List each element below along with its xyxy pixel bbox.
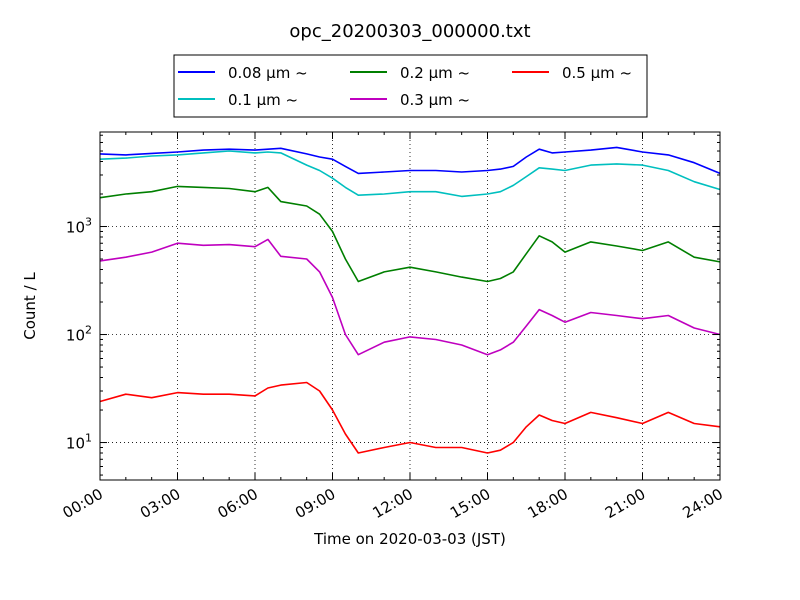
x-axis-label: Time on 2020-03-03 (JST) [313,530,506,548]
series-line-0 [99,146,721,175]
grid [100,132,720,480]
legend-frame [173,54,648,118]
legend-label: 0.1 μm ~ [228,91,298,109]
y-tick-label: 101 [66,432,92,453]
axis-ticks [99,132,721,480]
x-tick-labels: 00:00 03:00 06:00 09:00 12:00 15:00 18:00 21:00… [60,485,726,522]
legend-label: 0.5 μm ~ [562,64,632,82]
legend-label: 0.3 μm ~ [400,91,470,109]
x-tick-label: 18:00 [525,485,571,522]
y-tick-label: 102 [66,324,92,345]
series-lines [99,146,721,454]
x-tick-label: 12:00 [370,485,416,522]
x-tick-label: 03:00 [137,485,183,522]
x-tick-label: 09:00 [292,485,338,522]
x-tick-label: 00:00 [60,485,106,522]
chart-title: opc_20200303_000000.txt [289,21,530,42]
series-line-3 [99,238,721,356]
series-line-4 [99,381,721,454]
x-tick-label: 06:00 [215,485,261,522]
y-axis-label: Count / L [21,272,39,340]
legend-label: 0.2 μm ~ [400,64,470,82]
series-line-2 [99,185,721,283]
x-tick-label: 21:00 [602,485,648,522]
x-tick-label: 15:00 [447,485,493,522]
legend: 0.08 μm ~ 0.1 μm ~ 0.2 μm ~ 0.3 μm ~ 0.5 μm … [173,54,648,118]
series-line-1 [99,150,721,198]
x-tick-label: 24:00 [680,485,726,522]
legend-label: 0.08 μm ~ [228,64,308,82]
y-tick-labels: 101 102 103 [66,216,92,453]
y-tick-label: 103 [66,216,92,237]
